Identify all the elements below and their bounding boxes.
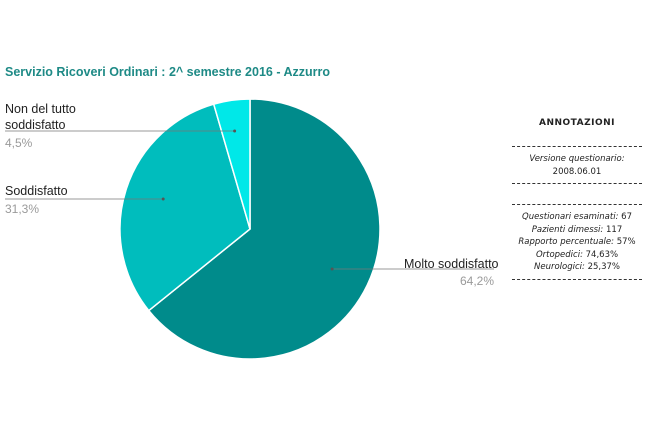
slice-label-soddisfatto: Soddisfatto <box>5 184 68 198</box>
slice-pct-molto-soddisfatto: 64,2% <box>460 274 495 288</box>
slice-label-non-del-tutto-line1: Non del tutto <box>5 102 76 116</box>
divider <box>512 204 642 205</box>
divider <box>512 146 642 147</box>
leader-line-molto-soddisfatto-dot <box>330 267 334 271</box>
slice-pct-non-del-tutto: 4,5% <box>5 136 33 150</box>
stat-row-ortopedici: Ortopedici: 74,63% <box>535 249 619 260</box>
divider <box>512 278 642 280</box>
divider <box>512 183 642 184</box>
slice-molto-soddisfatto <box>147 98 381 360</box>
stat-row-questionari: Questionari esaminati: 67 <box>522 212 632 222</box>
stat-row-rapporto: Rapporto percentuale: 57% <box>518 237 636 247</box>
stats-block: Questionari esaminati: 67 Pazienti dimes… <box>512 205 642 279</box>
leader-line-soddisfatto-dot <box>161 197 165 201</box>
slice-pct-soddisfatto: 31,3% <box>5 202 40 216</box>
chart-title: Servizio Ricoveri Ordinari : 2^ semestre… <box>5 65 331 79</box>
stat-row-pazienti: Pazienti dimessi: 117 <box>531 224 623 235</box>
version-label: Versione questionario: <box>529 154 625 164</box>
slice-label-non-del-tutto-line2: soddisfatto <box>5 118 66 132</box>
stat-row-neurologici: Neurologici: 25,37% <box>533 262 620 272</box>
annotations-panel: ANNOTAZIONI Versione questionario: 2008.… <box>512 118 642 280</box>
version-value: 2008.06.01 <box>552 166 602 177</box>
slice-label-molto-soddisfatto: Molto soddisfatto <box>404 257 499 271</box>
slice-non-del-tutto-soddisfatto <box>212 98 251 230</box>
slice-soddisfatto <box>119 103 251 312</box>
leader-line-non-del-tutto-dot <box>233 129 237 133</box>
annotations-title: ANNOTAZIONI <box>539 118 615 128</box>
version-block: Versione questionario: 2008.06.01 <box>512 147 642 183</box>
